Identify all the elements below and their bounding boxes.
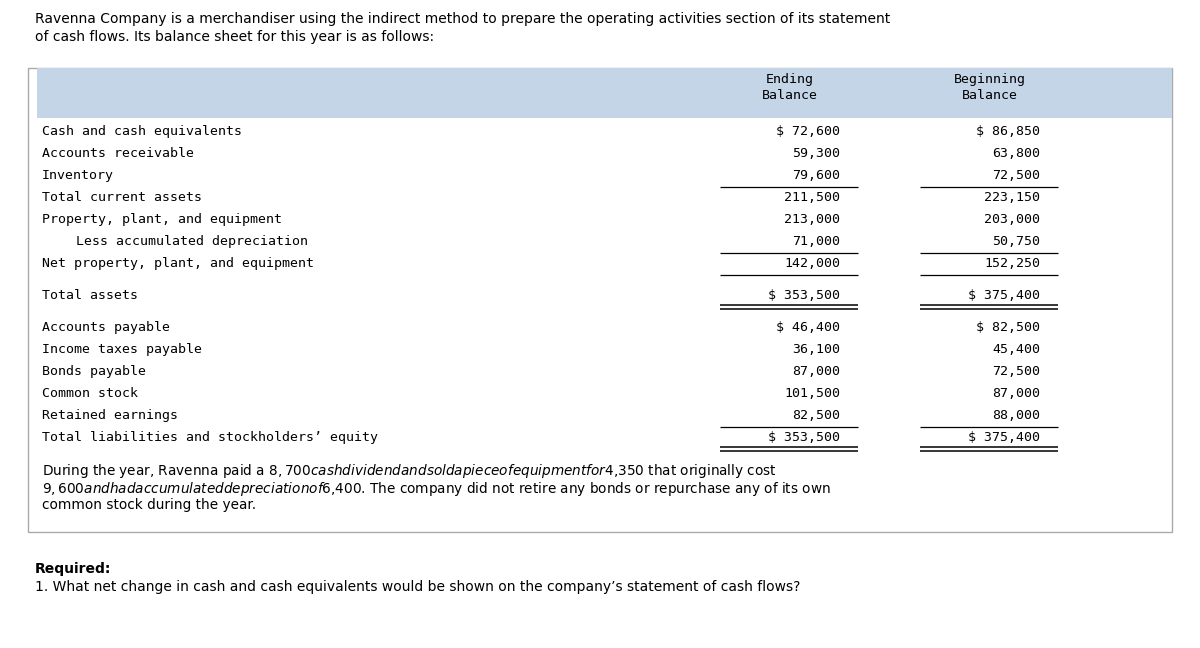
Text: $ 375,400: $ 375,400 <box>968 289 1040 302</box>
Text: 59,300: 59,300 <box>792 147 840 160</box>
Text: Accounts payable: Accounts payable <box>42 321 170 334</box>
Text: 79,600: 79,600 <box>792 169 840 182</box>
Text: Accounts receivable: Accounts receivable <box>42 147 194 160</box>
Text: 36,100: 36,100 <box>792 343 840 356</box>
Text: $ 46,400: $ 46,400 <box>776 321 840 334</box>
Text: Cash and cash equivalents: Cash and cash equivalents <box>42 125 242 138</box>
Text: Total current assets: Total current assets <box>42 191 202 204</box>
Text: 87,000: 87,000 <box>792 365 840 378</box>
Text: 63,800: 63,800 <box>992 147 1040 160</box>
Text: $ 353,500: $ 353,500 <box>768 289 840 302</box>
Text: Bonds payable: Bonds payable <box>42 365 146 378</box>
Bar <box>37 68 1172 118</box>
Text: Beginning
Balance: Beginning Balance <box>954 73 1026 102</box>
Text: 88,000: 88,000 <box>992 409 1040 422</box>
Text: Ending
Balance: Ending Balance <box>762 73 818 102</box>
Text: 82,500: 82,500 <box>792 409 840 422</box>
Text: 87,000: 87,000 <box>992 387 1040 400</box>
Text: Net property, plant, and equipment: Net property, plant, and equipment <box>42 257 314 270</box>
Text: 72,500: 72,500 <box>992 169 1040 182</box>
Text: 152,250: 152,250 <box>984 257 1040 270</box>
Text: $ 82,500: $ 82,500 <box>976 321 1040 334</box>
Text: $9,600 and had accumulated depreciation of $6,400. The company did not retire an: $9,600 and had accumulated depreciation … <box>42 480 830 498</box>
Text: 72,500: 72,500 <box>992 365 1040 378</box>
Text: Total liabilities and stockholders’ equity: Total liabilities and stockholders’ equi… <box>42 431 378 444</box>
Text: $ 353,500: $ 353,500 <box>768 431 840 444</box>
Text: 50,750: 50,750 <box>992 235 1040 248</box>
Text: $ 72,600: $ 72,600 <box>776 125 840 138</box>
Text: 213,000: 213,000 <box>784 213 840 226</box>
Text: 101,500: 101,500 <box>784 387 840 400</box>
Text: common stock during the year.: common stock during the year. <box>42 498 256 512</box>
Text: 45,400: 45,400 <box>992 343 1040 356</box>
Text: Common stock: Common stock <box>42 387 138 400</box>
Bar <box>28 68 1172 532</box>
Text: $ 375,400: $ 375,400 <box>968 431 1040 444</box>
Text: 223,150: 223,150 <box>984 191 1040 204</box>
Text: 71,000: 71,000 <box>792 235 840 248</box>
Text: Property, plant, and equipment: Property, plant, and equipment <box>42 213 282 226</box>
Text: Total assets: Total assets <box>42 289 138 302</box>
Text: Less accumulated depreciation: Less accumulated depreciation <box>60 235 308 248</box>
Text: 142,000: 142,000 <box>784 257 840 270</box>
Text: 203,000: 203,000 <box>984 213 1040 226</box>
Text: Income taxes payable: Income taxes payable <box>42 343 202 356</box>
Text: $ 86,850: $ 86,850 <box>976 125 1040 138</box>
Text: 211,500: 211,500 <box>784 191 840 204</box>
Text: During the year, Ravenna paid a $8,700 cash dividend and sold a piece of equipme: During the year, Ravenna paid a $8,700 c… <box>42 462 776 480</box>
Text: Required:: Required: <box>35 562 112 576</box>
Text: Ravenna Company is a merchandiser using the indirect method to prepare the opera: Ravenna Company is a merchandiser using … <box>35 12 890 45</box>
Text: Retained earnings: Retained earnings <box>42 409 178 422</box>
Text: Inventory: Inventory <box>42 169 114 182</box>
Text: 1. What net change in cash and cash equivalents would be shown on the company’s : 1. What net change in cash and cash equi… <box>35 580 800 594</box>
